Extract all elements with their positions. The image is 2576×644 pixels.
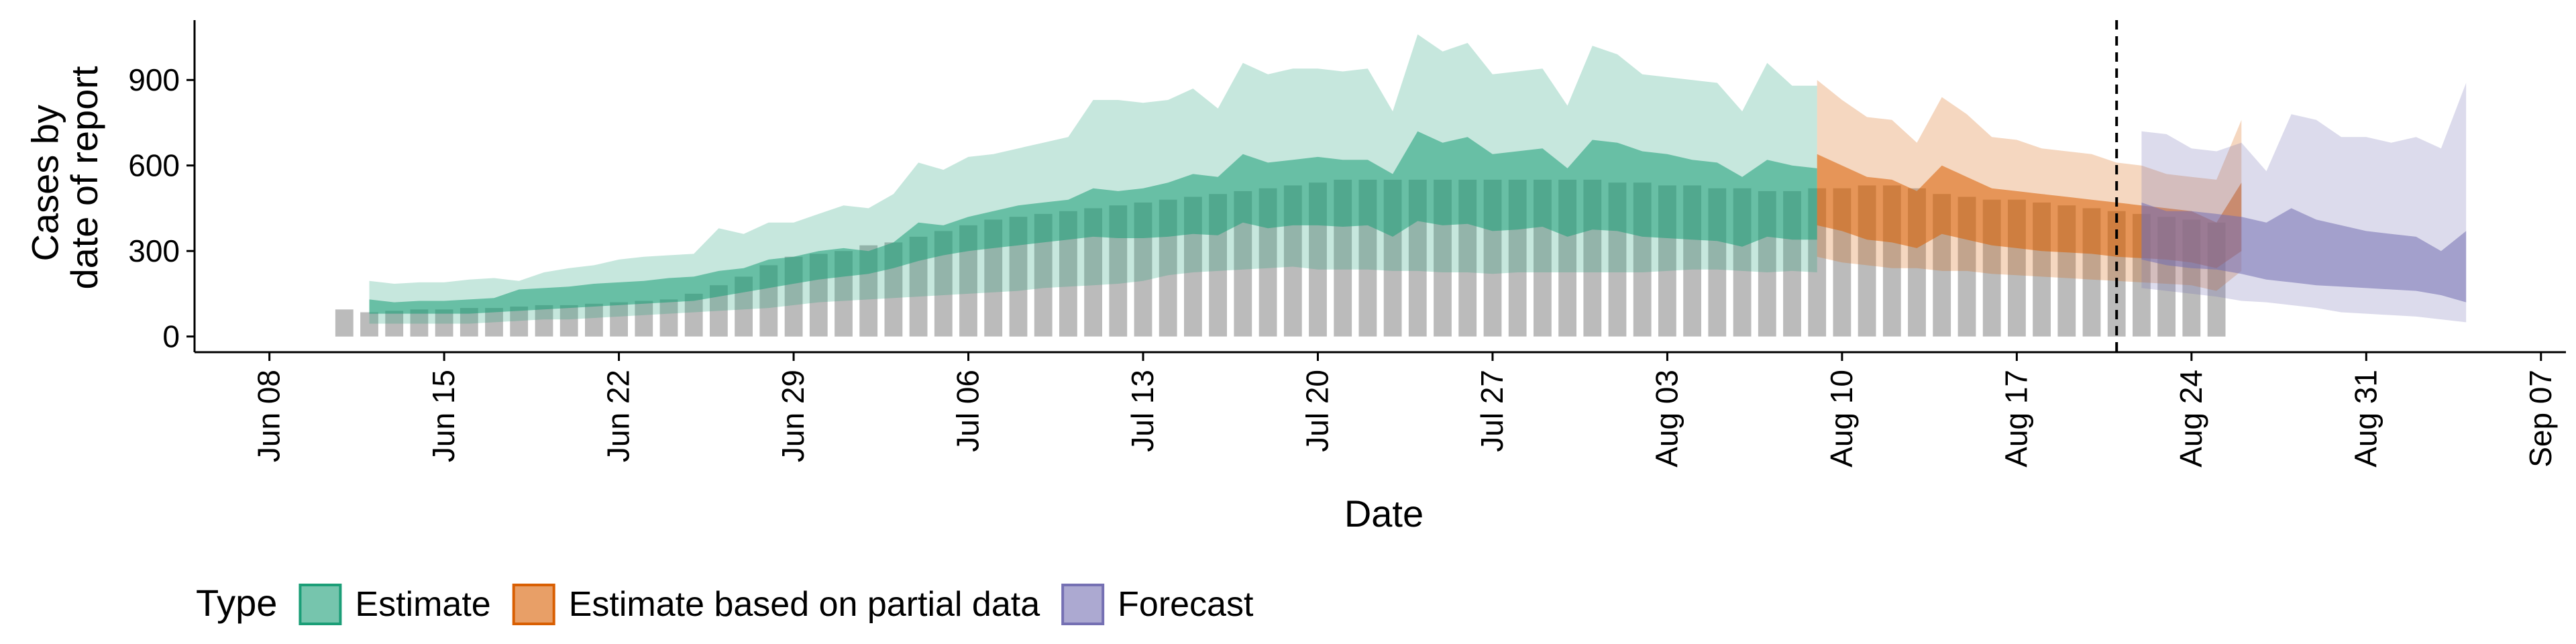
x-tick-label: Jun 22 (601, 370, 636, 462)
reported-cases-bar (435, 309, 453, 337)
x-tick-label: Aug 03 (1649, 370, 1684, 468)
legend-title: Type (196, 582, 277, 624)
reported-cases-bar (559, 305, 578, 337)
estimate-series (369, 34, 1817, 324)
x-tick-label: Jul 20 (1300, 370, 1335, 452)
estimate-band-50 (369, 131, 1817, 314)
x-axis-title: Date (1344, 492, 1424, 535)
y-axis-title: Cases by date of report (23, 66, 105, 290)
reported-cases-bar (535, 305, 553, 337)
reported-cases-bar (360, 312, 378, 337)
x-tick-label: Aug 24 (2174, 370, 2208, 468)
partial-band-50 (1817, 154, 2242, 268)
reported-cases-bar (410, 309, 429, 337)
y-axis-title-line-2: date of report (63, 66, 105, 290)
y-tick-label: 900 (128, 62, 180, 97)
legend-swatch (299, 584, 342, 625)
reported-cases-bar (659, 299, 678, 337)
estimate-band-90 (369, 34, 1817, 324)
y-axis-title-line-1: Cases by (23, 105, 66, 261)
legend-label: Estimate based on partial data (569, 585, 1040, 624)
legend-label: Estimate (355, 585, 490, 624)
y-tick-label: 0 (162, 319, 180, 354)
legend-swatch (1061, 584, 1105, 625)
x-tick-label: Aug 17 (1998, 370, 2033, 468)
reported-cases-bar (610, 302, 628, 337)
legend-label: Forecast (1118, 585, 1254, 624)
legend-swatch (512, 584, 555, 625)
reported-cases-bar (335, 309, 354, 337)
legend: Type Estimate Estimate based on partial d… (196, 582, 1254, 625)
reported-cases-bar (385, 311, 404, 337)
x-tick-label: Jun 15 (426, 370, 461, 462)
x-tick-label: Jul 13 (1125, 370, 1160, 452)
x-tick-label: Aug 31 (2348, 370, 2383, 468)
y-tick-label: 300 (128, 233, 180, 268)
forecast-series (2141, 83, 2467, 323)
legend-items: Estimate Estimate based on partial data Fo… (299, 584, 1254, 625)
reported-cases-bar (485, 308, 503, 337)
forecast-band-50 (2141, 202, 2467, 303)
reported-cases-bar (510, 307, 529, 337)
reported-cases-bar (635, 301, 653, 337)
x-tick-label: Jun 29 (775, 370, 810, 462)
x-tick-label: Jul 06 (951, 370, 985, 452)
x-tick-label: Jun 08 (252, 370, 286, 462)
y-axis-ticks: 0 300 600 900 (128, 62, 195, 354)
reported-cases-bar (585, 303, 603, 337)
y-tick-label: 600 (128, 148, 180, 183)
partial-estimate-series (1817, 80, 2242, 291)
x-axis-ticks: Jun 08 Jun 15 Jun 22 Jun 29 Jul 06 Jul 13 Jul … (252, 352, 2558, 468)
x-tick-label: Jul 27 (1474, 370, 1509, 452)
x-tick-label: Sep 07 (2523, 370, 2558, 468)
axes (193, 20, 2566, 354)
x-tick-label: Aug 10 (1824, 370, 1859, 468)
